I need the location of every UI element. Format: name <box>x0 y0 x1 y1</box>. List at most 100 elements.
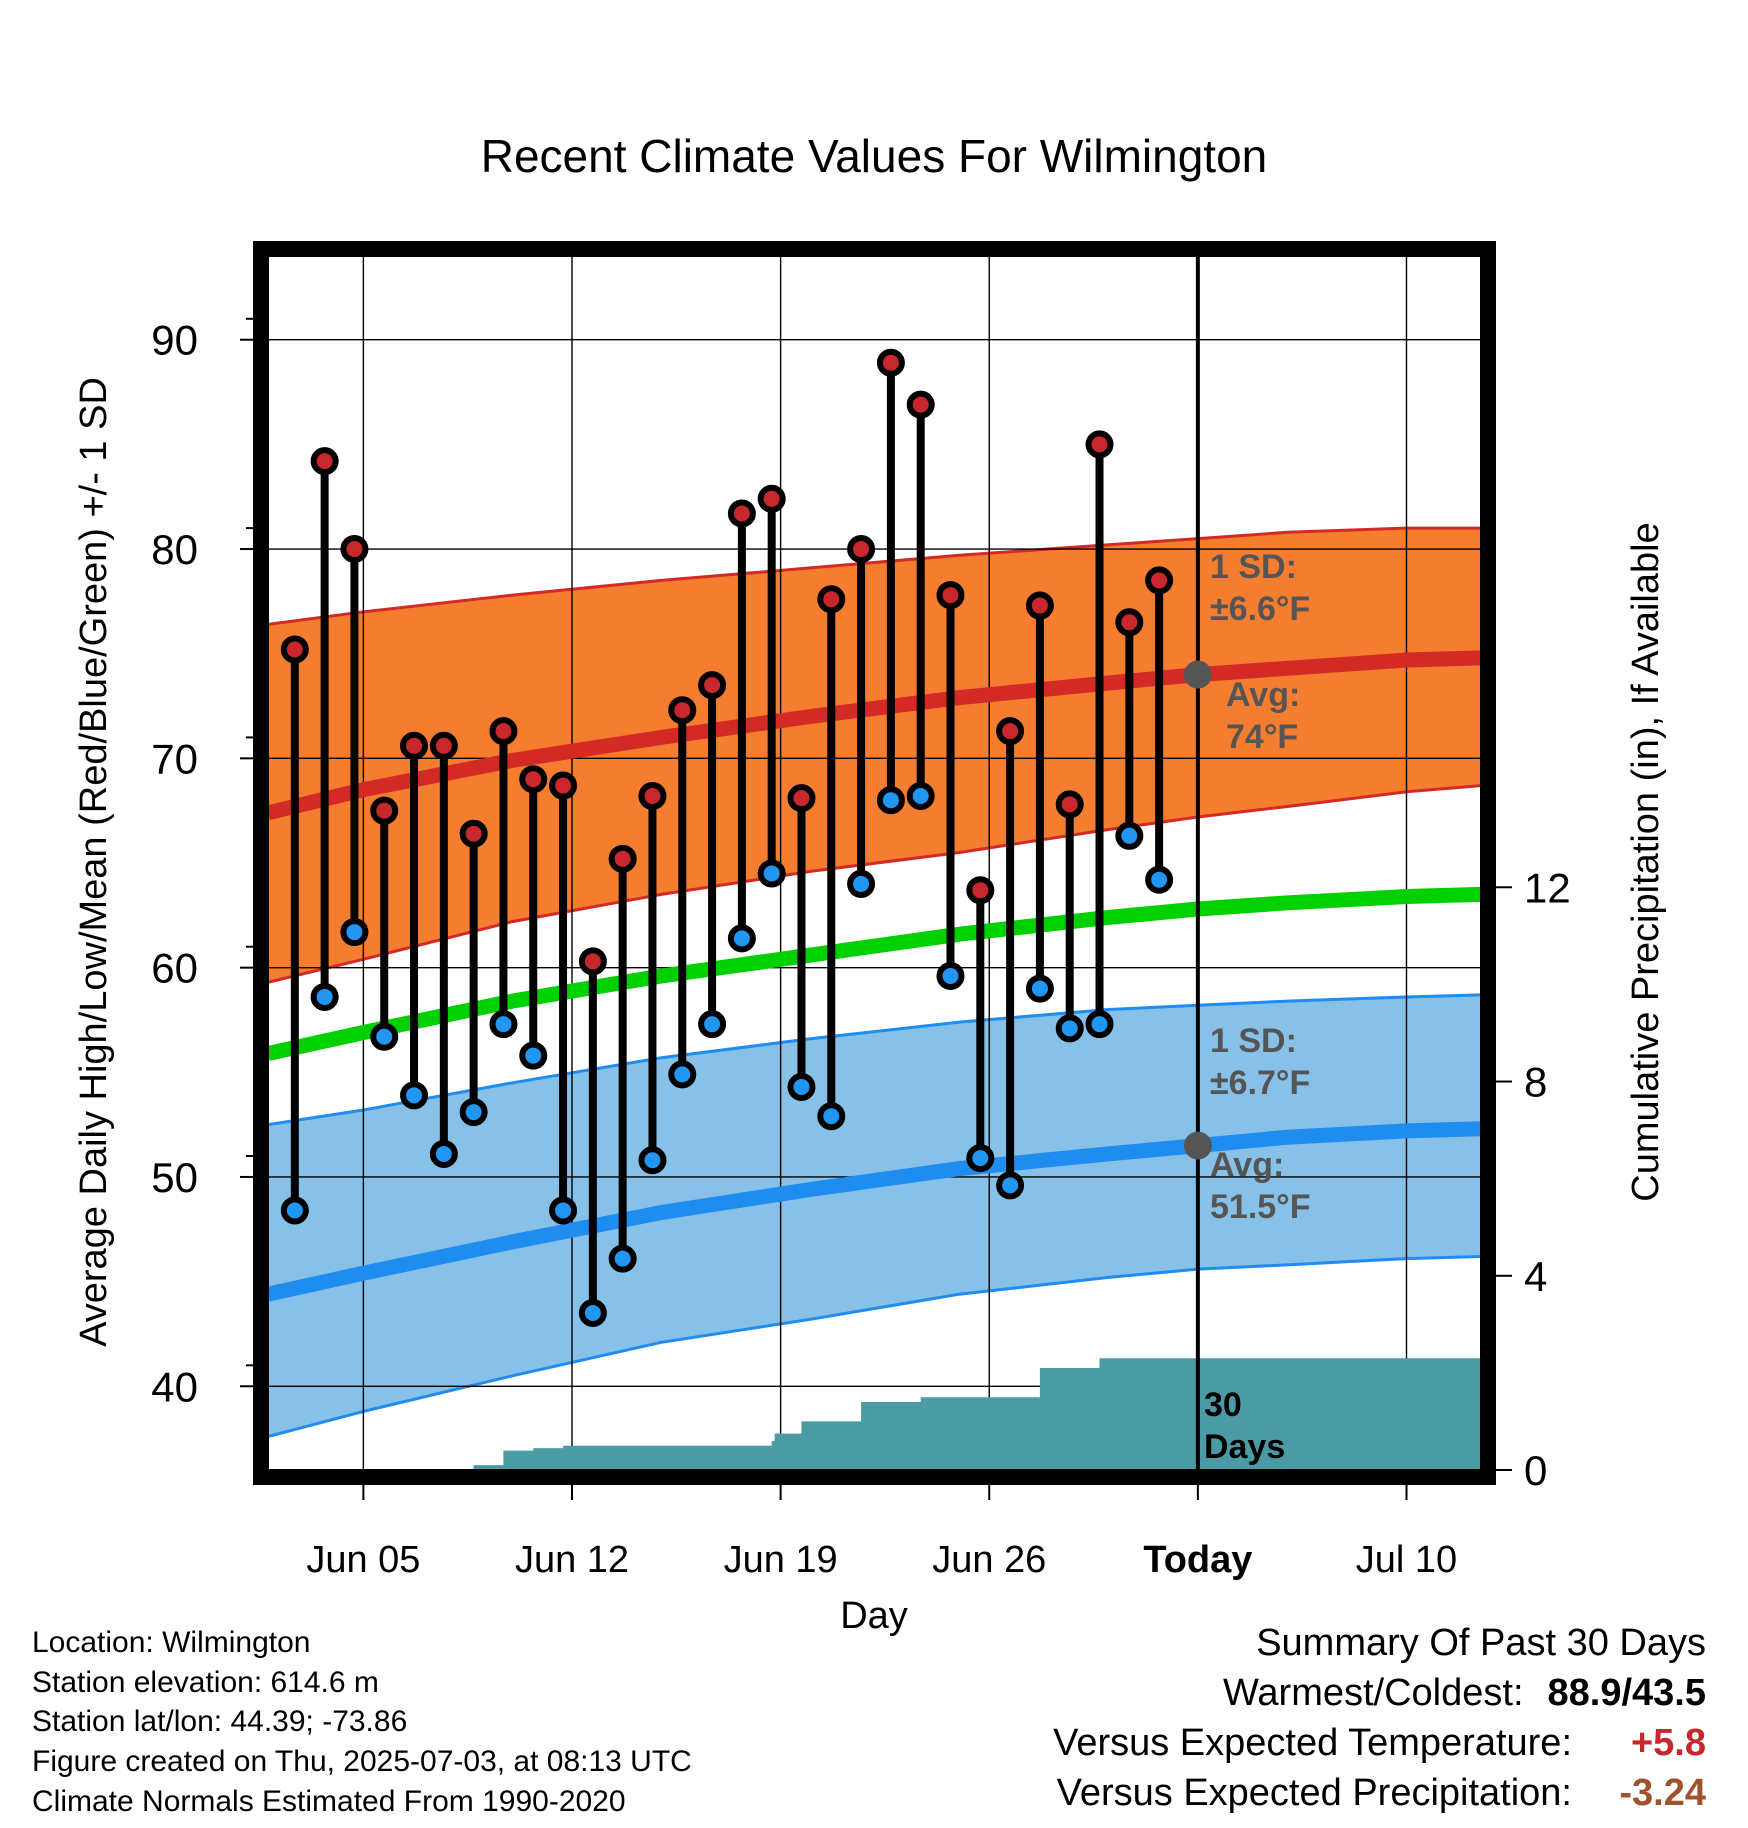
warm-cold-value: 88.9/43.5 <box>1547 1672 1706 1714</box>
temp-label: Versus Expected Temperature: <box>1053 1722 1572 1764</box>
normals-text: Climate Normals Estimated From 1990-2020 <box>32 1785 626 1818</box>
daily-low-point <box>519 1041 548 1070</box>
daily-high-point <box>966 876 995 905</box>
daily-low-point <box>459 1098 488 1127</box>
daily-low-point <box>1025 974 1054 1003</box>
daily-low-point <box>966 1144 995 1173</box>
normal-lines <box>268 650 1481 1302</box>
y-right-tick-label: 8 <box>1524 1059 1547 1106</box>
daily-low-point <box>638 1146 667 1175</box>
axes: 40 50 60 70 80 90 0 4 8 12 Jun 05 Jun 12 Jun 19 Jun 2… <box>151 317 1570 1581</box>
daily-high-point <box>340 535 369 564</box>
daily-high-point <box>1085 430 1114 459</box>
y-axis-right-label: Cumulative Precipitation (in), If Availa… <box>1625 522 1667 1201</box>
y-right-tick-label: 12 <box>1524 864 1571 911</box>
latlon-text: Station lat/lon: 44.39; -73.86 <box>32 1705 408 1738</box>
daily-high-point <box>1145 566 1174 595</box>
warm-cold-label: Warmest/Coldest: <box>1222 1672 1524 1714</box>
daily-low-point <box>1055 1014 1084 1043</box>
y-left-tick-label: 90 <box>151 317 198 364</box>
low-sd-upper-edge <box>268 993 1481 1127</box>
annotations: 1 SD: ±6.6°F Avg: 74°F 1 SD: ±6.7°F Avg: 51.5°F… <box>1204 548 1311 1466</box>
high-sd-upper-edge <box>268 526 1481 626</box>
precip-label: Versus Expected Precipitation: <box>1056 1772 1572 1814</box>
daily-high-point <box>608 844 637 873</box>
daily-high-point <box>370 796 399 825</box>
summary-temperature: Versus Expected Temperature: +5.8 <box>1053 1722 1706 1765</box>
daily-high-point <box>698 671 727 700</box>
daily-high-point <box>906 390 935 419</box>
today-normal-high-dot <box>1183 660 1212 689</box>
x-axis-label: Day <box>840 1595 908 1637</box>
daily-low-point <box>1085 1010 1114 1039</box>
daily-high-point <box>638 782 667 811</box>
y-left-tick-label: 50 <box>151 1154 198 1201</box>
daily-high-point <box>578 947 607 976</box>
daily-high-point <box>1115 608 1144 637</box>
daily-low-point <box>489 1010 518 1039</box>
x-tick-label: Jun 05 <box>306 1539 420 1581</box>
y-axis-left-label: Average Daily High/Low/Mean (Red/Blue/Gr… <box>73 377 115 1347</box>
daily-low-point <box>1115 821 1144 850</box>
x-tick-label: Jul 10 <box>1356 1539 1457 1581</box>
daily-high-point <box>787 784 816 813</box>
daily-high-point <box>936 581 965 610</box>
x-tick-label: Jun 19 <box>724 1539 838 1581</box>
daily-low-point <box>996 1171 1025 1200</box>
daily-observations <box>280 348 1174 1328</box>
daily-low-point <box>787 1072 816 1101</box>
today-normal-low-dot <box>1183 1131 1212 1160</box>
normal-high-line <box>268 650 1481 821</box>
precipitation-area <box>274 1358 1481 1470</box>
daily-low-point <box>847 869 876 898</box>
normal-low-line <box>268 1121 1481 1302</box>
daily-low-point <box>817 1102 846 1131</box>
low-sd-lower-edge <box>268 1255 1481 1438</box>
low-sd-band <box>268 994 1481 1437</box>
daily-low-point <box>370 1022 399 1051</box>
x-tick-label: Jun 12 <box>515 1539 629 1581</box>
daily-low-point <box>757 859 786 888</box>
created-text: Figure created on Thu, 2025-07-03, at 08… <box>32 1745 692 1778</box>
daily-high-point <box>727 499 756 528</box>
elevation-text: Station elevation: 614.6 m <box>32 1666 379 1699</box>
daily-high-point <box>549 771 578 800</box>
daily-low-point <box>727 924 756 953</box>
daily-high-point <box>1025 591 1054 620</box>
precip-value: -3.24 <box>1619 1772 1706 1814</box>
daily-high-point <box>847 535 876 564</box>
daily-low-point <box>280 1196 309 1225</box>
daily-high-point <box>519 765 548 794</box>
daily-low-point <box>608 1244 637 1273</box>
y-right-tick-label: 0 <box>1524 1447 1547 1494</box>
daily-low-point <box>549 1196 578 1225</box>
plot-frame <box>253 241 1496 1485</box>
high-sd-lower-edge <box>268 784 1481 984</box>
low-avg-annotation: Avg: 51.5°F <box>1210 1146 1311 1226</box>
daily-high-point <box>668 696 697 725</box>
daily-low-point <box>340 918 369 947</box>
normal-mean-line <box>268 886 1481 1061</box>
daily-low-point <box>310 982 339 1011</box>
daily-low-point <box>668 1060 697 1089</box>
y-left-tick-label: 70 <box>151 735 198 782</box>
high-avg-annotation: Avg: 74°F <box>1226 676 1300 756</box>
high-sd-band <box>268 528 1481 983</box>
precipitation-fill <box>274 1358 1481 1470</box>
location-text: Location: Wilmington <box>32 1626 311 1659</box>
chart-title: Recent Climate Values For Wilmington <box>481 130 1268 182</box>
daily-high-point <box>757 484 786 513</box>
daily-high-point <box>280 635 309 664</box>
daily-low-point <box>1145 865 1174 894</box>
temp-value: +5.8 <box>1630 1722 1706 1764</box>
daily-low-point <box>906 782 935 811</box>
daily-high-point <box>429 731 458 760</box>
summary-heading: Summary Of Past 30 Days <box>1256 1622 1706 1664</box>
daily-high-point <box>996 717 1025 746</box>
daily-low-point <box>698 1010 727 1039</box>
daily-low-point <box>429 1139 458 1168</box>
daily-high-point <box>489 717 518 746</box>
summary-precipitation: Versus Expected Precipitation: -3.24 <box>1057 1772 1706 1815</box>
y-left-tick-label: 60 <box>151 945 198 992</box>
